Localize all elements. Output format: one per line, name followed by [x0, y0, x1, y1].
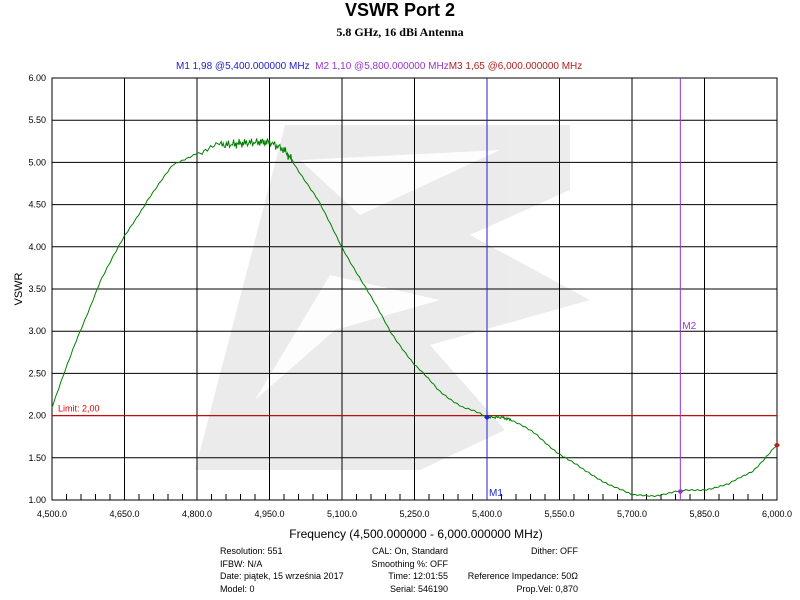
info-date: Date: piątek, 15 września 2017 — [220, 571, 344, 581]
info-smoothing: Smoothing %: OFF — [371, 558, 448, 569]
y-tick-label: 1.50 — [28, 453, 46, 463]
limit-line: Limit: 2,00 — [52, 404, 777, 417]
y-tick-label: 5.50 — [28, 115, 46, 125]
marker-m1-readout: M1 1,98 @5,400.000000 MHz — [176, 61, 310, 72]
marker-label-m1: M1 — [489, 488, 503, 499]
x-tick-label: 5,400.0 — [472, 509, 502, 519]
marker-label-m2: M2 — [682, 321, 696, 332]
y-tick-label: 3.50 — [28, 284, 46, 294]
x-tick-label: 4,800.0 — [182, 509, 212, 519]
info-column-3: Dither: OFF Reference Impedance: 50Ω Pro… — [460, 545, 578, 595]
vswr-trace — [51, 138, 778, 498]
info-resolution: Resolution: 551 — [220, 546, 283, 556]
info-cal: CAL: On, Standard — [371, 546, 448, 556]
y-tick-label: 6.00 — [28, 73, 46, 83]
y-tick-label: 2.00 — [28, 411, 46, 421]
marker-m3-readout: M3 1,65 @6,000.000000 MHz — [448, 61, 583, 72]
y-tick-label: 4.00 — [28, 242, 46, 252]
marker-lines: M1 M2 — [484, 78, 780, 500]
chart-title: VSWR Port 2 — [344, 0, 455, 20]
y-tick-label: 3.00 — [28, 326, 46, 336]
x-tick-label: 5,250.0 — [399, 509, 429, 519]
x-tick-label: 4,950.0 — [254, 509, 284, 519]
info-blank — [460, 558, 578, 571]
info-model: Model: 0 — [220, 583, 255, 594]
y-tick-label: 1.00 — [28, 495, 46, 505]
info-column-1: Resolution: 551 IFBW: N/A Date: piątek, … — [220, 545, 344, 595]
watermark-logo — [195, 125, 590, 470]
marker-point-m2 — [677, 488, 684, 495]
x-axis-label: Frequency (4,500.000000 - 6,000.000000 M… — [289, 527, 543, 541]
y-tick-label: 2.50 — [28, 368, 46, 378]
x-tick-label: 5,850.0 — [689, 509, 719, 519]
marker-readout: M1 1,98 @5,400.000000 MHz M2 1,10 @5,800… — [176, 61, 582, 72]
x-tick-label: 5,550.0 — [544, 509, 574, 519]
limit-label: Limit: 2,00 — [58, 404, 100, 414]
x-tick-label: 4,650.0 — [109, 509, 139, 519]
marker-m2-readout: M2 1,10 @5,800.000000 MHz — [315, 61, 449, 72]
marker-point-m3 — [774, 442, 780, 449]
grid-lines — [51, 77, 778, 501]
info-prop-vel: Prop.Vel: 0,870 — [516, 583, 578, 594]
x-tick-label: 4,500.0 — [37, 509, 67, 519]
info-reference-impedance: Reference Impedance: 50Ω — [467, 571, 578, 581]
y-tick-label: 5.00 — [28, 157, 46, 167]
x-axis-ticks: 4,500.0 4,650.0 4,800.0 4,950.0 5,100.0 5,250… — [37, 494, 792, 519]
info-serial: Serial: 546190 — [389, 583, 448, 594]
y-axis-label: VSWR — [13, 272, 25, 305]
info-column-2: CAL: On, Standard Smoothing %: OFF Time:… — [366, 545, 448, 595]
info-time: Time: 12:01:55 — [388, 571, 448, 581]
series-line — [51, 138, 778, 498]
x-tick-label: 5,100.0 — [327, 509, 357, 519]
info-dither: Dither: OFF — [530, 546, 578, 556]
chart-subtitle: 5.8 GHz, 16 dBi Antenna — [336, 25, 464, 39]
x-tick-label: 5,700.0 — [617, 509, 647, 519]
y-axis-ticks: 1.00 1.50 2.00 2.50 3.00 3.50 4.00 4.50 5.00 5.50… — [13, 73, 46, 505]
y-tick-label: 4.50 — [28, 200, 46, 210]
x-tick-label: 6,000.0 — [762, 509, 792, 519]
info-ifbw: IFBW: N/A — [220, 558, 263, 569]
marker-point-m1 — [484, 414, 490, 421]
